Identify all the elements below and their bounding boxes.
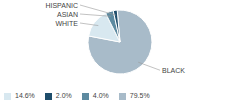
html-text:79.5%: 79.5% [129, 92, 150, 100]
svg-text:WHITE: WHITE [55, 20, 78, 27]
html-text:14.6%: 14.6% [15, 92, 35, 100]
svg-text:ASIAN: ASIAN [57, 11, 78, 18]
html-text:2.0%: 2.0% [55, 92, 72, 100]
html-text:4.0%: 4.0% [92, 92, 109, 100]
svg-text:HISPANIC: HISPANIC [45, 2, 78, 9]
svg-text:BLACK: BLACK [162, 67, 185, 74]
